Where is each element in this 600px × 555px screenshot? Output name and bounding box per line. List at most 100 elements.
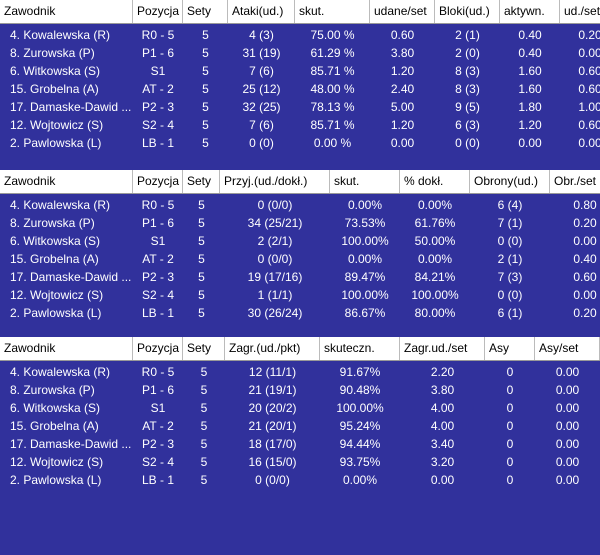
table-cell: R0 - 5 [141, 365, 175, 379]
column-header: Asy [485, 337, 535, 360]
table-cell: 100.00% [341, 288, 389, 302]
table-cell: 0.00% [417, 198, 453, 212]
column-header: Pozycja [133, 0, 183, 23]
table-cell: 34 (25/21) [247, 216, 303, 230]
table-cell: 3.80 [430, 383, 455, 397]
table-cell: 0.60 [390, 28, 415, 42]
column-header: ud./set [560, 0, 600, 23]
table-cell: 94.44% [339, 437, 381, 451]
table-cell: 1.20 [518, 118, 542, 132]
table-cell: 0 (0/0) [255, 473, 290, 487]
table-cell: 5 [198, 234, 205, 248]
table-cell: 61.76% [414, 216, 456, 230]
column-header: Zagr.(ud./pkt) [225, 337, 320, 360]
table-cell: 0.40 [573, 252, 597, 266]
table-cell: P2 - 3 [141, 100, 174, 114]
table-cell: 4. Kowalewska (R) [10, 28, 111, 42]
table-cell: S2 - 4 [141, 455, 174, 469]
table-cell: 31 (19) [242, 46, 281, 60]
table-cell: 12. Wojtowicz (S) [10, 455, 104, 469]
table-cell: 7 (1) [497, 216, 523, 230]
table-cell: 90.48% [339, 383, 381, 397]
table-cell: 19 (17/16) [247, 270, 303, 284]
table-cell: 15. Grobelna (A) [10, 82, 99, 96]
table-cell: P2 - 3 [141, 437, 174, 451]
table-cell: R0 - 5 [141, 198, 175, 212]
column-header: Zagr.ud./set [400, 337, 485, 360]
table-cell: 0.40 [518, 46, 542, 60]
table-cell: 2 (0) [455, 46, 480, 60]
table-cell: 0 (0/0) [257, 198, 293, 212]
table-cell: 0 [506, 455, 514, 469]
table-cell: 0.00 [578, 46, 600, 60]
table-cell: 0.00 [555, 365, 580, 379]
table-cell: 1.60 [518, 64, 542, 78]
table-cell: 89.47% [344, 270, 386, 284]
table-cell: S2 - 4 [141, 118, 174, 132]
column-header: skut. [295, 0, 370, 23]
table-cell: 0 (0) [497, 288, 523, 302]
table-cell: 0.60 [578, 64, 600, 78]
column-header: udane/set [370, 0, 435, 23]
table-cell: 0 [506, 437, 514, 451]
table-cell: 12. Wojtowicz (S) [10, 118, 104, 132]
table-cell: P2 - 3 [141, 270, 174, 284]
table-cell: 85.71 % [310, 118, 355, 132]
table-cell: 61.29 % [310, 46, 355, 60]
table-cell: 0.00 [555, 455, 580, 469]
column-header: aktywn. [500, 0, 560, 23]
table-cell: 21 (20/1) [248, 419, 297, 433]
table-cell: 0 [506, 365, 514, 379]
table-cell: 0 [506, 383, 514, 397]
table-cell: 1 (1/1) [257, 288, 293, 302]
table-cell: 16 (15/0) [248, 455, 297, 469]
table-cell: P1 - 6 [141, 383, 174, 397]
table-cell: 5 [202, 100, 209, 114]
column-header: Sety [183, 0, 228, 23]
table-cell: 1.20 [390, 64, 415, 78]
table-cell: P1 - 6 [141, 216, 174, 230]
table-cell: AT - 2 [142, 419, 174, 433]
column-header: Asy/set [535, 337, 600, 360]
table-cell: 2. Pawlowska (L) [10, 136, 102, 150]
table-cell: 3.80 [390, 46, 415, 60]
table-cell: 6. Witkowska (S) [10, 64, 101, 78]
table-cell: 0.00 [555, 419, 580, 433]
table-cell: 50.00% [414, 234, 456, 248]
table-cell: 6 (3) [455, 118, 480, 132]
table-cell: 8 (3) [455, 82, 480, 96]
table-cell: S1 [150, 64, 166, 78]
table-cell: 21 (19/1) [248, 383, 297, 397]
table-cell: P1 - 6 [141, 46, 174, 60]
table-cell: 5 [202, 64, 209, 78]
table-cell: 0.60 [578, 82, 600, 96]
column-header: Zawodnik [0, 170, 133, 193]
table-cell: S1 [150, 401, 166, 415]
table-cell: 12 (11/1) [248, 365, 297, 379]
table-cell: 17. Damaske-Dawid ... [10, 100, 132, 114]
table-cell: 1.20 [390, 118, 415, 132]
table-cell: 0.00 [555, 383, 580, 397]
table-cell: 5 [200, 383, 208, 397]
table-cell: 1.80 [518, 100, 542, 114]
table-cell: 5 [198, 270, 205, 284]
table-cell: 5 [202, 118, 209, 132]
table-cell: 30 (26/24) [247, 306, 303, 320]
table-cell: 17. Damaske-Dawid ... [10, 270, 132, 284]
table-cell: 0.00 [555, 473, 580, 487]
column-header: Pozycja [133, 170, 183, 193]
table-cell: AT - 2 [142, 82, 174, 96]
table-cell: 75.00 % [310, 28, 355, 42]
table-cell: 5 [202, 136, 209, 150]
table-cell: 73.53% [344, 216, 386, 230]
table-cell: 5 [202, 28, 209, 42]
table-cell: 0 (0) [455, 136, 480, 150]
table-cell: 15. Grobelna (A) [10, 419, 99, 433]
table-cell: 5 [198, 288, 205, 302]
table-cell: 0.00 [390, 136, 415, 150]
table-header: Zawodnik Pozycja Sety Przyj.(ud./dokł.) skut… [0, 170, 600, 194]
table-cell: S1 [150, 234, 166, 248]
table-cell: 17. Damaske-Dawid ... [10, 437, 132, 451]
table-cell: 84.21% [414, 270, 456, 284]
table-cell: 5 [200, 419, 208, 433]
